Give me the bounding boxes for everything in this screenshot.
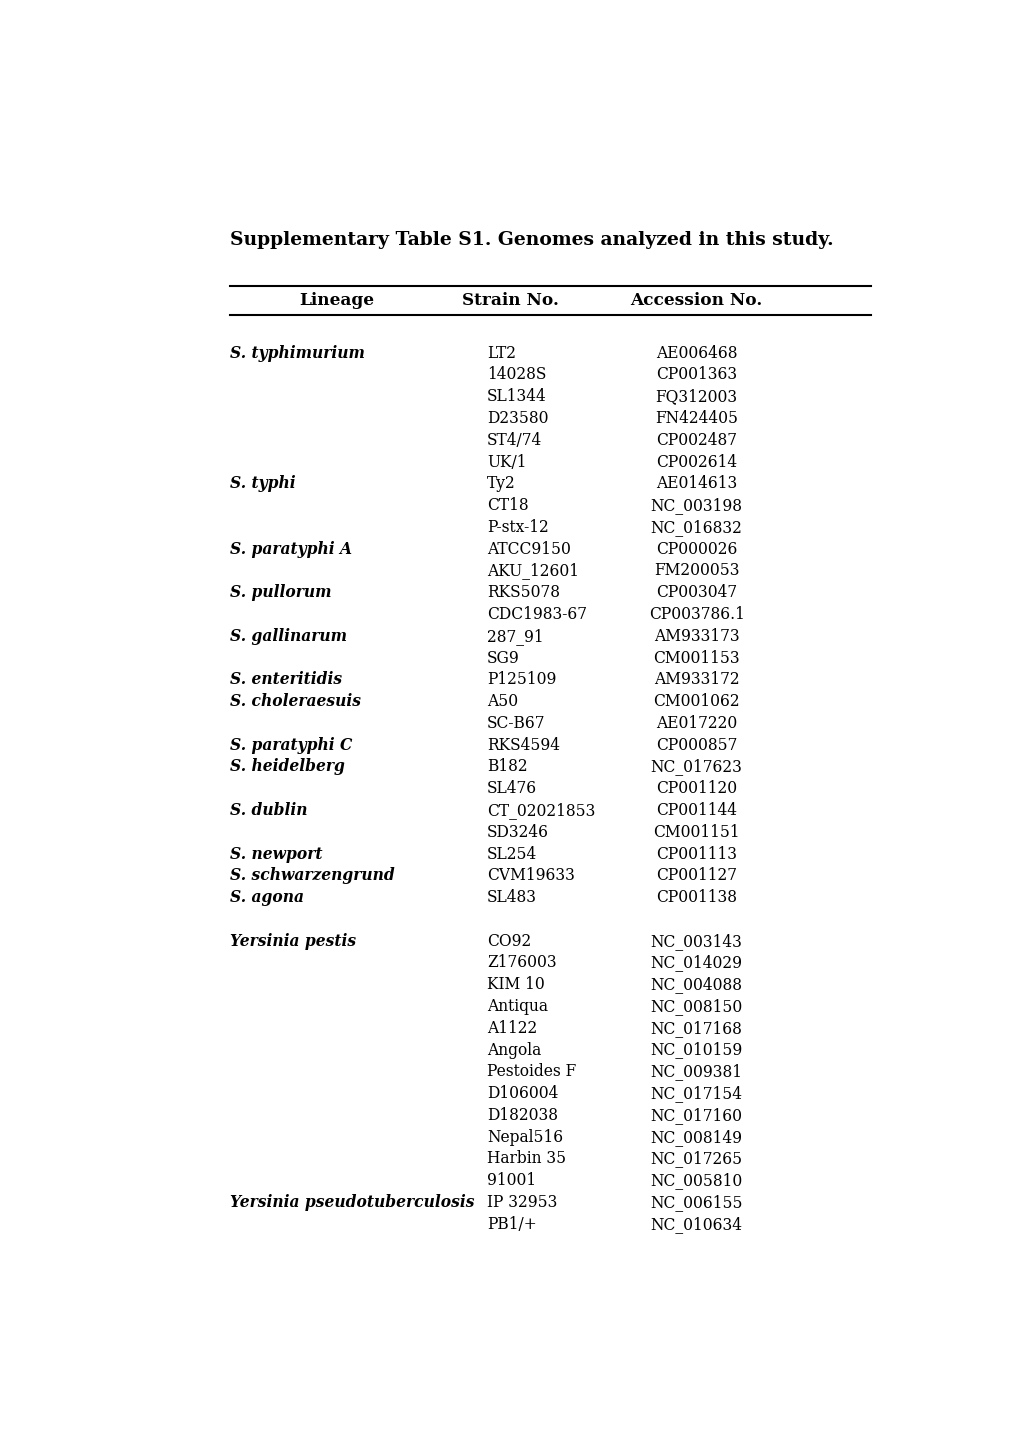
Text: NC_016832: NC_016832: [650, 519, 742, 535]
Text: RKS4594: RKS4594: [487, 737, 559, 753]
Text: SL254: SL254: [487, 846, 537, 863]
Text: NC_005810: NC_005810: [650, 1172, 742, 1189]
Text: CM001062: CM001062: [653, 693, 739, 710]
Text: CP002614: CP002614: [655, 453, 737, 470]
Text: CDC1983-67: CDC1983-67: [487, 606, 587, 623]
Text: AE006468: AE006468: [655, 345, 737, 362]
Text: S. schwarzengrund: S. schwarzengrund: [230, 867, 394, 885]
Text: PB1/+: PB1/+: [487, 1216, 536, 1232]
Text: CP000857: CP000857: [655, 737, 737, 753]
Text: AE014613: AE014613: [655, 475, 737, 492]
Text: Pestoides F: Pestoides F: [487, 1063, 576, 1081]
Text: NC_010634: NC_010634: [650, 1216, 742, 1232]
Text: 91001: 91001: [487, 1172, 536, 1189]
Text: FM200053: FM200053: [653, 563, 739, 580]
Text: P-stx-12: P-stx-12: [487, 519, 548, 535]
Text: AM933173: AM933173: [653, 628, 739, 645]
Text: SL1344: SL1344: [487, 388, 546, 405]
Text: CO92: CO92: [487, 932, 531, 949]
Text: S. heidelberg: S. heidelberg: [230, 759, 344, 775]
Text: Lineage: Lineage: [300, 293, 374, 309]
Text: NC_017623: NC_017623: [650, 759, 742, 775]
Text: AM933172: AM933172: [653, 671, 739, 688]
Text: Angola: Angola: [487, 1042, 541, 1059]
Text: Harbin 35: Harbin 35: [487, 1150, 566, 1167]
Text: NC_017265: NC_017265: [650, 1150, 742, 1167]
Text: CP001113: CP001113: [655, 846, 737, 863]
Text: RKS5078: RKS5078: [487, 584, 559, 602]
Text: CP003786.1: CP003786.1: [648, 606, 744, 623]
Text: SC-B67: SC-B67: [487, 714, 545, 732]
Text: AE017220: AE017220: [655, 714, 737, 732]
Text: S. agona: S. agona: [230, 889, 304, 906]
Text: 287_91: 287_91: [487, 628, 543, 645]
Text: SL476: SL476: [487, 781, 537, 797]
Text: CP001144: CP001144: [655, 802, 737, 820]
Text: CVM19633: CVM19633: [487, 867, 575, 885]
Text: Strain No.: Strain No.: [462, 293, 558, 309]
Text: A1122: A1122: [487, 1020, 537, 1036]
Text: NC_017160: NC_017160: [650, 1107, 742, 1124]
Text: NC_017154: NC_017154: [650, 1085, 742, 1102]
Text: CT_02021853: CT_02021853: [487, 802, 595, 820]
Text: S. enteritidis: S. enteritidis: [230, 671, 342, 688]
Text: ST4/74: ST4/74: [487, 431, 542, 449]
Text: CP003047: CP003047: [655, 584, 737, 602]
Text: A50: A50: [487, 693, 518, 710]
Text: Ty2: Ty2: [487, 475, 516, 492]
Text: NC_017168: NC_017168: [650, 1020, 742, 1036]
Text: P125109: P125109: [487, 671, 556, 688]
Text: NC_003143: NC_003143: [650, 932, 742, 949]
Text: S. paratyphi A: S. paratyphi A: [230, 541, 352, 557]
Text: S. typhimurium: S. typhimurium: [230, 345, 365, 362]
Text: CM001151: CM001151: [653, 824, 739, 841]
Text: CP001138: CP001138: [655, 889, 737, 906]
Text: Z176003: Z176003: [487, 954, 556, 971]
Text: S. choleraesuis: S. choleraesuis: [230, 693, 361, 710]
Text: 14028S: 14028S: [487, 367, 546, 384]
Text: NC_003198: NC_003198: [650, 496, 742, 514]
Text: SG9: SG9: [487, 649, 520, 667]
Text: SD3246: SD3246: [487, 824, 548, 841]
Text: SL483: SL483: [487, 889, 537, 906]
Text: Yersinia pestis: Yersinia pestis: [230, 932, 356, 949]
Text: LT2: LT2: [487, 345, 516, 362]
Text: ATCC9150: ATCC9150: [487, 541, 571, 557]
Text: NC_009381: NC_009381: [650, 1063, 742, 1081]
Text: Antiqua: Antiqua: [487, 999, 547, 1014]
Text: CT18: CT18: [487, 496, 528, 514]
Text: Accession No.: Accession No.: [630, 293, 762, 309]
Text: Supplementary Table S1. Genomes analyzed in this study.: Supplementary Table S1. Genomes analyzed…: [230, 231, 834, 250]
Text: NC_008149: NC_008149: [650, 1128, 742, 1146]
Text: S. typhi: S. typhi: [230, 475, 296, 492]
Text: CP001363: CP001363: [655, 367, 737, 384]
Text: FQ312003: FQ312003: [655, 388, 737, 405]
Text: FN424405: FN424405: [654, 410, 738, 427]
Text: CP002487: CP002487: [655, 431, 737, 449]
Text: NC_008150: NC_008150: [650, 999, 742, 1014]
Text: D106004: D106004: [487, 1085, 558, 1102]
Text: S. gallinarum: S. gallinarum: [230, 628, 346, 645]
Text: S. newport: S. newport: [230, 846, 322, 863]
Text: S. pullorum: S. pullorum: [230, 584, 331, 602]
Text: NC_006155: NC_006155: [650, 1193, 742, 1211]
Text: S. paratyphi C: S. paratyphi C: [230, 737, 353, 753]
Text: CP000026: CP000026: [655, 541, 737, 557]
Text: NC_004088: NC_004088: [650, 977, 742, 993]
Text: UK/1: UK/1: [487, 453, 526, 470]
Text: CP001127: CP001127: [655, 867, 737, 885]
Text: Yersinia pseudotuberculosis: Yersinia pseudotuberculosis: [230, 1193, 474, 1211]
Text: CM001153: CM001153: [653, 649, 739, 667]
Text: KIM 10: KIM 10: [487, 977, 544, 993]
Text: D23580: D23580: [487, 410, 548, 427]
Text: CP001120: CP001120: [655, 781, 737, 797]
Text: S. dublin: S. dublin: [230, 802, 308, 820]
Text: IP 32953: IP 32953: [487, 1193, 557, 1211]
Text: AKU_12601: AKU_12601: [487, 563, 579, 580]
Text: NC_014029: NC_014029: [650, 954, 742, 971]
Text: NC_010159: NC_010159: [650, 1042, 742, 1059]
Text: Nepal516: Nepal516: [487, 1128, 562, 1146]
Text: D182038: D182038: [487, 1107, 557, 1124]
Text: B182: B182: [487, 759, 527, 775]
